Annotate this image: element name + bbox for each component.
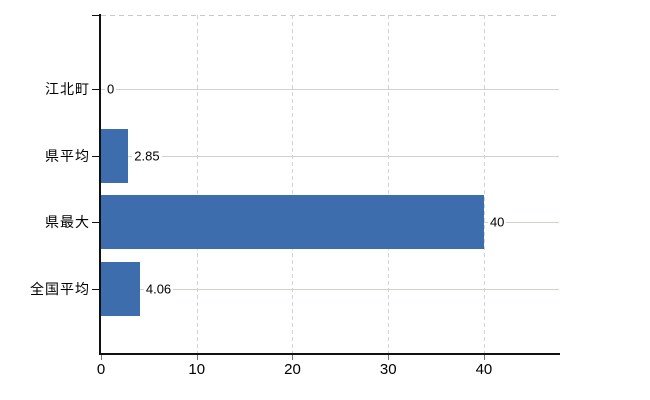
x-axis-tick xyxy=(483,355,485,360)
v-gridline xyxy=(483,15,485,354)
category-label: 全国平均 xyxy=(30,280,90,297)
x-axis-tick-label: 20 xyxy=(284,361,301,378)
plot-top-border xyxy=(101,15,559,16)
y-axis-tick xyxy=(92,15,100,16)
x-axis-tick-label: 40 xyxy=(475,361,493,378)
bar xyxy=(101,261,140,316)
category-label: 江北町 xyxy=(45,81,90,97)
bar-value-label: 4.06 xyxy=(143,281,174,296)
x-axis-tick xyxy=(101,355,102,360)
y-axis-tick xyxy=(92,222,100,223)
x-axis-tick-label: 10 xyxy=(188,361,206,378)
bar-value-label: 40 xyxy=(487,214,507,230)
bar-value-label: 0 xyxy=(105,81,117,97)
x-axis-tick xyxy=(292,355,294,360)
x-axis-tick-label: 30 xyxy=(379,361,397,378)
v-gridline xyxy=(388,15,390,354)
y-axis-line xyxy=(99,14,101,355)
category-label: 県最大 xyxy=(45,214,90,230)
y-axis-tick xyxy=(92,89,100,90)
x-axis-tick xyxy=(388,355,390,360)
y-axis-tick xyxy=(92,288,100,290)
x-axis-line xyxy=(99,353,560,355)
v-gridline xyxy=(196,15,198,354)
plot-area: 0 2.85 40 4.06 xyxy=(101,15,559,354)
x-axis-tick xyxy=(196,355,198,360)
h-gridline xyxy=(101,89,559,90)
h-gridline xyxy=(101,288,559,290)
bar xyxy=(101,128,129,183)
y-axis-tick xyxy=(92,155,100,157)
category-label: 県平均 xyxy=(45,147,90,164)
bar-value-label: 2.85 xyxy=(132,148,162,163)
h-gridline xyxy=(101,155,559,157)
v-gridline xyxy=(292,15,294,354)
x-axis-tick-label: 0 xyxy=(96,361,106,378)
bar xyxy=(101,195,484,249)
